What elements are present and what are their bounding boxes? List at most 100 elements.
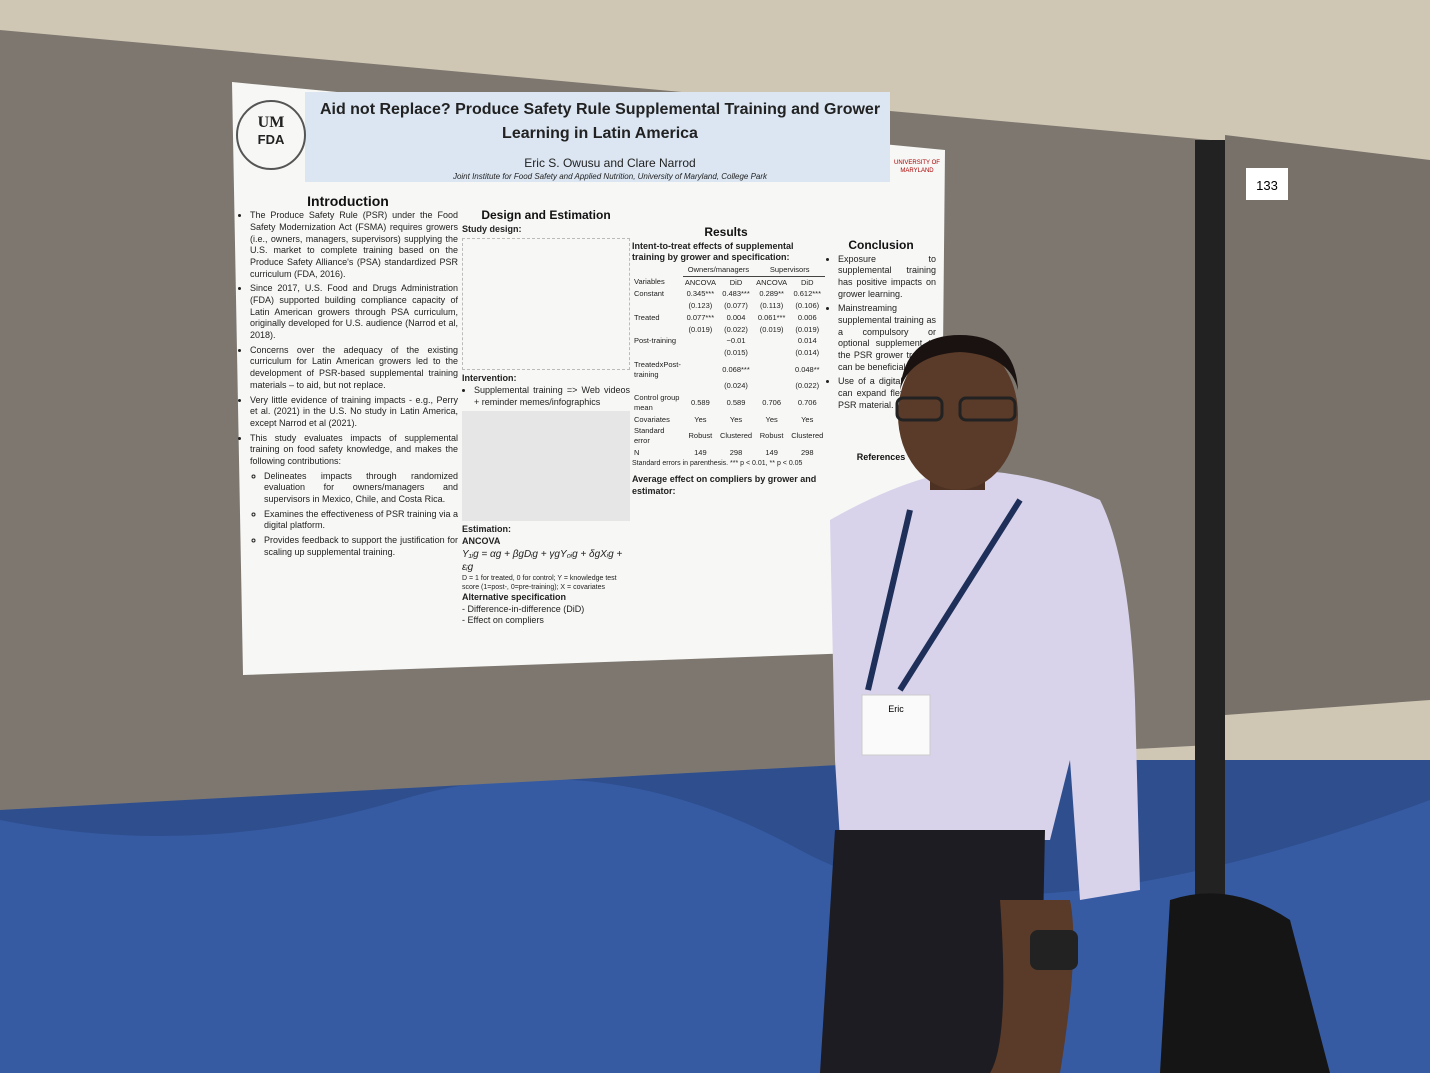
table-cell: TreatedxPost-training: [634, 359, 681, 379]
subheading: Alternative specification: [462, 591, 567, 602]
table-cell: 298: [729, 447, 743, 457]
table-cell: 0.345***: [686, 289, 715, 299]
table-row: N 149 298 149 298: [632, 447, 825, 459]
table-row: TreatedxPost-training 0.068*** 0.048**: [632, 359, 825, 381]
badge-name: Eric: [888, 704, 904, 714]
subheading: ANCOVA: [462, 536, 501, 547]
table-row: Owners/managers Supervisors: [632, 263, 826, 277]
table-cell: 0.068***: [722, 364, 750, 374]
equation: Y₁ᵢg = αg + βgDᵢg + γgY₀ᵢg + δgXᵢg + εᵢg: [462, 548, 623, 573]
table-cell: (0.113): [760, 301, 784, 311]
watch: [1030, 930, 1078, 970]
table-cell: (0.024): [724, 381, 748, 391]
bullet: Concerns over the adequacy of the existi…: [250, 345, 458, 392]
table-row: Standard error Robust Clustered Robust Clust…: [632, 425, 825, 447]
table-cell: (0.019): [759, 324, 784, 334]
lanyard: [865, 498, 1023, 692]
table-cell: (0.015): [724, 348, 748, 358]
booth-number-card: [1246, 168, 1288, 200]
table-cell: Standard error: [634, 426, 665, 446]
table-cell: Post-training: [634, 336, 677, 346]
group-header: Supervisors: [754, 263, 826, 277]
design-diagram: [462, 238, 630, 371]
poster-affiliation: Joint Institute for Food Safety and Appl…: [452, 172, 768, 181]
alternative: - Difference-in-difference (DiD): [462, 603, 585, 614]
table-cell: 0.589: [726, 398, 746, 408]
column-header: ANCOVA: [756, 277, 788, 287]
table-cell: (0.019): [688, 324, 713, 334]
bullet: Mainstreaming supplemental training as a…: [838, 303, 936, 373]
table-cell: Robust: [688, 431, 713, 441]
table-row: Covariates Yes Yes Yes Yes: [632, 414, 825, 426]
glasses: [958, 396, 1017, 422]
alternatives: - Difference-in-difference (DiD) - Effect…: [462, 604, 630, 627]
table-cell: (0.022): [795, 381, 820, 391]
bullet: Use of a digital training can expand fle…: [838, 376, 936, 411]
table-cell: 298: [800, 447, 814, 457]
table-cell: 149: [765, 447, 778, 457]
table-cell: (0.022): [724, 324, 748, 334]
table-row: Constant 0.345*** 0.483*** 0.289** 0.612***: [632, 288, 825, 300]
subheading: Intent-to-treat effects of supplemental …: [632, 240, 794, 263]
table-cell: Yes: [694, 414, 707, 424]
logo-text: FDA: [257, 132, 285, 147]
table-cell: 0.483***: [722, 289, 750, 299]
trousers: [820, 830, 1045, 1073]
table-cell: (0.077): [724, 301, 748, 311]
head: [898, 340, 1018, 490]
logo-right: UNIVERSITY OF MARYLAND: [894, 160, 940, 174]
conclusion: Conclusion Exposure to supplemental trai…: [826, 238, 936, 463]
bullet: Provides feedback to support the justifi…: [264, 535, 458, 558]
group-header: Owners/managers: [682, 263, 755, 277]
table-row: Post-training −0.01 0.014: [632, 335, 825, 347]
platform-screenshot: [462, 411, 630, 522]
bullet: This study evaluates impacts of suppleme…: [250, 433, 458, 468]
table-row: Control group mean 0.589 0.589 0.706 0.706: [632, 392, 825, 414]
bullet: Very little evidence of training impacts…: [250, 395, 458, 430]
logo-left: UM FDA: [236, 100, 306, 170]
table-cell: 0.706: [797, 398, 817, 408]
table-cell: Yes: [765, 414, 778, 424]
introduction: Introduction The Produce Safety Rule (PS…: [238, 192, 458, 561]
shirt: [830, 470, 1140, 900]
table-cell: Constant: [634, 289, 665, 299]
intro-sub-list: Delineates impacts through randomized ev…: [238, 471, 458, 559]
name-badge: [861, 694, 931, 756]
table-row: (0.024) (0.022): [632, 380, 825, 392]
equation-note: D = 1 for treated, 0 for control; Y = kn…: [462, 574, 617, 591]
table-cell: Clustered: [719, 431, 753, 441]
bullet: The Produce Safety Rule (PSR) under the …: [250, 210, 458, 280]
table-cell: (0.019): [795, 324, 820, 334]
table-cell: 0.612***: [793, 289, 821, 299]
section-heading: References: [856, 451, 906, 462]
table-row: (0.019) (0.022) (0.019) (0.019): [632, 324, 825, 336]
poster: [232, 82, 945, 675]
bullet: Delineates impacts through randomized ev…: [264, 471, 458, 506]
poster-title: Aid not Replace? Produce Safety Rule Sup…: [319, 101, 881, 142]
backpack: [1160, 893, 1330, 1073]
table-cell: Clustered: [791, 431, 824, 441]
section-heading: Introduction: [307, 193, 389, 209]
subheading: Intervention:: [462, 373, 517, 384]
table-row: (0.123) (0.077) (0.113) (0.106): [632, 300, 825, 312]
logo-text: UM: [257, 114, 285, 131]
table-cell: 149: [694, 447, 707, 457]
column-header: ANCOVA: [684, 277, 716, 287]
table-cell: Control group mean: [634, 393, 680, 412]
column-header: Variables: [634, 277, 665, 287]
table-row: Variables ANCOVA DiD ANCOVA DiD: [632, 276, 825, 288]
bullet: Since 2017, U.S. Food and Drugs Administ…: [250, 283, 458, 341]
table-cell: Covariates: [634, 414, 670, 424]
table-row: Treated 0.077*** 0.004 0.061*** 0.006: [632, 312, 825, 324]
table-cell: 0.061***: [757, 312, 786, 322]
glasses: [895, 396, 944, 422]
table-cell: 0.006: [797, 312, 817, 322]
title-banner: [305, 92, 890, 182]
poster-board-right: [1225, 135, 1430, 715]
table-cell: 0.589: [691, 398, 710, 408]
column-header: DiD: [729, 277, 743, 287]
table-cell: Robust: [759, 431, 784, 441]
alternative: - Effect on compliers: [462, 615, 544, 626]
